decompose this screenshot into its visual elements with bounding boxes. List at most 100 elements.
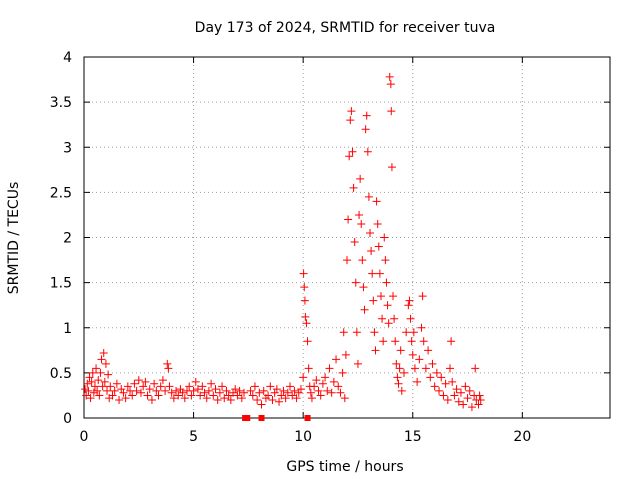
data-point — [372, 197, 381, 206]
data-point — [259, 386, 268, 395]
data-point — [123, 382, 132, 391]
data-point — [435, 386, 444, 395]
data-point — [310, 382, 319, 391]
data-point — [383, 301, 392, 310]
data-point — [382, 278, 391, 287]
data-point — [164, 364, 173, 373]
data-point — [248, 391, 257, 400]
data-point — [456, 388, 465, 397]
data-point — [222, 386, 231, 395]
data-point — [207, 379, 216, 388]
data-point-square — [244, 415, 251, 421]
y-tick-label: 2.5 — [50, 185, 72, 201]
data-point — [344, 215, 353, 224]
data-point — [413, 377, 422, 386]
x-tick-label: 20 — [513, 429, 531, 445]
data-point — [176, 385, 185, 394]
data-point — [350, 238, 359, 247]
data-point — [353, 359, 362, 368]
data-point — [141, 377, 150, 386]
data-point — [84, 386, 93, 395]
data-point — [352, 328, 361, 337]
data-point — [329, 377, 338, 386]
data-point — [100, 377, 109, 386]
data-point — [459, 400, 468, 409]
y-tick-label: 0 — [63, 411, 72, 427]
data-point — [178, 388, 187, 397]
data-point — [325, 364, 334, 373]
data-point — [218, 382, 227, 391]
data-point — [307, 394, 316, 403]
data-point — [235, 386, 244, 395]
data-point — [395, 364, 404, 373]
data-point — [475, 391, 484, 400]
data-point — [167, 388, 176, 397]
data-point — [349, 183, 358, 192]
data-point — [288, 391, 297, 400]
data-point — [358, 256, 367, 265]
data-point — [394, 379, 403, 388]
data-point — [115, 395, 124, 404]
data-point — [415, 355, 424, 364]
data-point — [97, 355, 106, 364]
data-point — [92, 364, 101, 373]
data-point — [345, 152, 354, 161]
y-tick-label: 3 — [63, 140, 72, 156]
y-tick-label: 3.5 — [50, 95, 72, 111]
data-point — [367, 247, 376, 256]
data-point — [121, 394, 130, 403]
data-point — [272, 385, 281, 394]
data-point — [471, 364, 480, 373]
data-point — [371, 346, 380, 355]
data-point — [89, 388, 98, 397]
data-point — [266, 382, 275, 391]
data-point — [419, 337, 428, 346]
data-point — [257, 400, 266, 409]
data-point — [233, 391, 242, 400]
grid — [84, 57, 610, 418]
data-point — [405, 296, 414, 305]
x-tick-label: 5 — [189, 429, 198, 445]
data-point — [303, 337, 312, 346]
data-point — [437, 373, 446, 382]
data-point — [336, 388, 345, 397]
data-point — [119, 388, 128, 397]
data-point — [370, 328, 379, 337]
data-point — [103, 386, 112, 395]
data-point — [362, 111, 371, 120]
data-point — [304, 364, 313, 373]
data-point — [108, 391, 117, 400]
data-point — [104, 370, 113, 379]
data-point — [360, 305, 369, 314]
data-point — [283, 388, 292, 397]
data-point — [474, 400, 483, 409]
data-point — [391, 337, 400, 346]
data-point — [452, 385, 461, 394]
data-point — [378, 314, 387, 323]
data-point — [191, 377, 200, 386]
data-point — [158, 376, 167, 385]
data-point — [101, 359, 110, 368]
data-point — [465, 386, 474, 395]
data-point — [379, 337, 388, 346]
data-point — [364, 192, 373, 201]
data-point — [387, 163, 396, 172]
data-point — [83, 379, 92, 388]
data-point — [198, 382, 207, 391]
data-point — [132, 386, 141, 395]
data-point — [202, 394, 211, 403]
data-point — [386, 80, 395, 89]
data-point — [426, 373, 435, 382]
data-point — [392, 359, 401, 368]
data-point — [277, 391, 286, 400]
y-tick-label: 1.5 — [50, 276, 72, 292]
data-point-square — [304, 415, 311, 421]
data-point — [145, 385, 154, 394]
data-point — [389, 292, 398, 301]
data-point — [200, 388, 209, 397]
data-point — [196, 391, 205, 400]
data-point — [286, 382, 295, 391]
x-axis-label: GPS time / hours — [286, 459, 403, 475]
data-point — [396, 346, 405, 355]
data-point — [93, 386, 102, 395]
